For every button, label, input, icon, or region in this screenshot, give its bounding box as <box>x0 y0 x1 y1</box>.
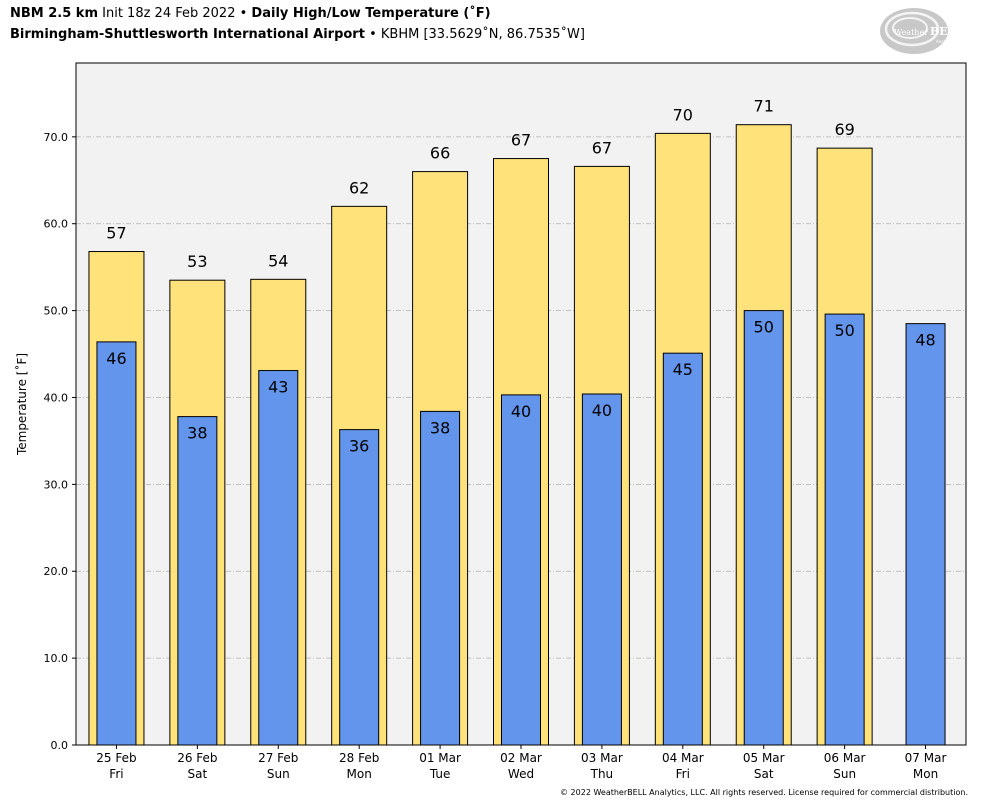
low-temp-label: 45 <box>673 360 693 379</box>
high-temp-label: 69 <box>834 120 854 139</box>
x-tick-date: 26 Feb <box>177 751 217 765</box>
x-tick-day: Sat <box>754 767 774 781</box>
bullet-separator: • <box>239 6 248 21</box>
station-name: Birmingham-Shuttlesworth International A… <box>10 27 365 42</box>
high-temp-label: 70 <box>673 105 693 124</box>
plot-frame <box>75 62 967 746</box>
x-tick-day: Tue <box>429 767 451 781</box>
high-temp-label: 54 <box>268 251 288 270</box>
y-tick-label: 60.0 <box>44 218 69 231</box>
x-tick-date: 02 Mar <box>500 751 542 765</box>
low-temp-bar <box>501 394 541 746</box>
high-temp-label: 53 <box>187 252 207 271</box>
x-tick-date: 07 Mar <box>905 751 947 765</box>
chart-title: NBM 2.5 km Init 18z 24 Feb 2022 • Daily … <box>10 6 491 21</box>
y-tick-label: 20.0 <box>44 565 69 578</box>
high-temp-label: 67 <box>592 138 612 157</box>
x-tick-day: Fri <box>109 767 123 781</box>
x-tick-date: 28 Feb <box>339 751 379 765</box>
x-tick-day: Sat <box>188 767 208 781</box>
x-tick-day: Sun <box>833 767 856 781</box>
x-tick-day: Thu <box>590 767 614 781</box>
high-temp-label: 71 <box>754 97 774 116</box>
y-tick-label: 30.0 <box>44 478 69 491</box>
bullet-separator: • <box>369 27 377 42</box>
low-temp-label: 46 <box>106 349 126 368</box>
low-temp-bar <box>662 352 703 746</box>
x-tick-day: Mon <box>913 767 938 781</box>
low-temp-label: 38 <box>430 418 450 437</box>
station-info: KBHM [33.5629˚N, 86.7535˚W] <box>380 27 585 42</box>
low-temp-bar <box>258 370 299 746</box>
logo-text-big: BELL <box>930 25 963 38</box>
low-temp-bar <box>420 410 461 746</box>
low-temp-label: 48 <box>915 331 935 350</box>
copyright-notice: © 2022 WeatherBELL Analytics, LLC. All r… <box>560 788 968 797</box>
init-time: Init 18z 24 Feb 2022 <box>102 6 236 21</box>
y-tick-label: 40.0 <box>44 391 69 404</box>
x-tick-day: Wed <box>508 767 534 781</box>
low-temp-label: 40 <box>592 401 612 420</box>
x-tick-day: Fri <box>676 767 690 781</box>
high-temp-label: 57 <box>106 224 126 243</box>
high-temp-label: 67 <box>511 131 531 150</box>
weatherbell-logo: Weather BELL Analytics LLC <box>880 8 963 54</box>
low-temp-bar <box>96 341 137 746</box>
x-tick-date: 25 Feb <box>96 751 136 765</box>
y-tick-label: 0.0 <box>51 739 69 752</box>
low-temp-label: 50 <box>754 318 774 337</box>
x-tick-date: 03 Mar <box>581 751 623 765</box>
low-temp-bar <box>581 393 622 746</box>
x-tick-date: 01 Mar <box>419 751 461 765</box>
low-temp-label: 38 <box>187 424 207 443</box>
low-temp-bar <box>824 313 865 746</box>
high-temp-label: 66 <box>430 144 450 163</box>
x-tick-date: 04 Mar <box>662 751 704 765</box>
x-tick-day: Sun <box>267 767 290 781</box>
high-temp-label: 62 <box>349 178 369 197</box>
product-name: Daily High/Low Temperature (˚F) <box>251 6 491 21</box>
logo-subtext: Analytics LLC <box>936 39 963 44</box>
low-temp-label: 50 <box>834 321 854 340</box>
low-temp-label: 40 <box>511 402 531 421</box>
logo-text-small: Weather <box>894 28 928 37</box>
x-tick-date: 27 Feb <box>258 751 298 765</box>
y-axis-label: Temperature [˚F] <box>14 353 29 456</box>
x-tick-date: 06 Mar <box>824 751 866 765</box>
low-temp-label: 43 <box>268 378 288 397</box>
low-temp-bar <box>743 310 784 746</box>
low-temp-bar <box>339 429 380 746</box>
y-tick-label: 70.0 <box>44 131 69 144</box>
x-tick-date: 05 Mar <box>743 751 785 765</box>
low-temp-bar <box>177 416 218 746</box>
chart-subtitle: Birmingham-Shuttlesworth International A… <box>10 27 585 42</box>
low-temp-bar <box>905 323 946 746</box>
model-name: NBM 2.5 km <box>10 6 98 21</box>
y-tick-label: 10.0 <box>44 652 69 665</box>
y-tick-label: 50.0 <box>44 305 69 318</box>
x-tick-day: Mon <box>347 767 372 781</box>
low-temp-label: 36 <box>349 437 369 456</box>
